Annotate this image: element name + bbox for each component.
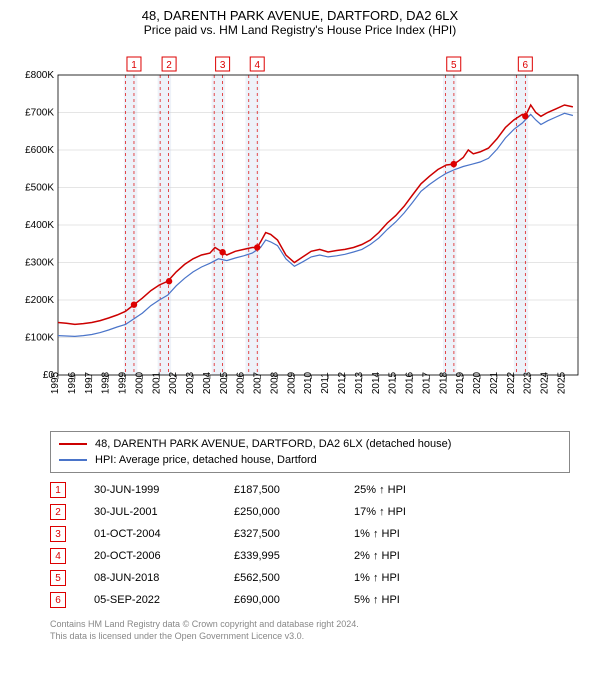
transaction-date: 30-JUL-2001 <box>94 506 234 518</box>
transaction-row: 2 30-JUL-2001£250,00017% ↑ HPI <box>50 501 588 523</box>
transaction-marker-number: 3 <box>50 526 66 542</box>
svg-text:5: 5 <box>451 60 457 71</box>
transactions-table: 1 30-JUN-1999£187,50025% ↑ HPI 2 30-JUL-200… <box>50 479 588 611</box>
svg-text:£300K: £300K <box>25 258 54 269</box>
transaction-row: 3 01-OCT-2004£327,5001% ↑ HPI <box>50 523 588 545</box>
page-title: 48, DARENTH PARK AVENUE, DARTFORD, DA2 6… <box>12 8 588 23</box>
transaction-pct: 1% ↑ HPI <box>354 528 454 540</box>
svg-text:£400K: £400K <box>25 220 54 231</box>
transaction-pct: 2% ↑ HPI <box>354 550 454 562</box>
transaction-row: 6 05-SEP-2022£690,0005% ↑ HPI <box>50 589 588 611</box>
svg-text:1: 1 <box>131 60 137 71</box>
page-subtitle: Price paid vs. HM Land Registry's House … <box>12 23 588 37</box>
footer-line2: This data is licensed under the Open Gov… <box>50 631 588 643</box>
transaction-pct: 25% ↑ HPI <box>354 484 454 496</box>
transaction-price: £690,000 <box>234 594 354 606</box>
svg-text:£800K: £800K <box>25 70 54 81</box>
transaction-price: £187,500 <box>234 484 354 496</box>
legend-item-property: 48, DARENTH PARK AVENUE, DARTFORD, DA2 6… <box>59 436 561 452</box>
transaction-row: 5 08-JUN-2018£562,5001% ↑ HPI <box>50 567 588 589</box>
transaction-price: £250,000 <box>234 506 354 518</box>
legend-swatch-property <box>59 443 87 445</box>
transaction-price: £562,500 <box>234 572 354 584</box>
transaction-marker-number: 6 <box>50 592 66 608</box>
svg-text:3: 3 <box>220 60 226 71</box>
transaction-marker-number: 5 <box>50 570 66 586</box>
svg-text:6: 6 <box>523 60 529 71</box>
transaction-marker-number: 1 <box>50 482 66 498</box>
transaction-marker-number: 4 <box>50 548 66 564</box>
legend-label-property: 48, DARENTH PARK AVENUE, DARTFORD, DA2 6… <box>95 438 451 450</box>
svg-text:2: 2 <box>166 60 172 71</box>
transaction-pct: 5% ↑ HPI <box>354 594 454 606</box>
svg-text:£200K: £200K <box>25 295 54 306</box>
line-chart: £0£100K£200K£300K£400K£500K£600K£700K£80… <box>12 45 588 425</box>
transaction-row: 1 30-JUN-1999£187,50025% ↑ HPI <box>50 479 588 501</box>
transaction-date: 30-JUN-1999 <box>94 484 234 496</box>
transaction-date: 01-OCT-2004 <box>94 528 234 540</box>
legend-item-hpi: HPI: Average price, detached house, Dart… <box>59 452 561 468</box>
transaction-pct: 17% ↑ HPI <box>354 506 454 518</box>
transaction-price: £327,500 <box>234 528 354 540</box>
legend-label-hpi: HPI: Average price, detached house, Dart… <box>95 454 317 466</box>
svg-text:£100K: £100K <box>25 333 54 344</box>
legend-swatch-hpi <box>59 459 87 461</box>
footer-attribution: Contains HM Land Registry data © Crown c… <box>50 619 588 642</box>
transaction-price: £339,995 <box>234 550 354 562</box>
svg-text:4: 4 <box>254 60 260 71</box>
transaction-date: 05-SEP-2022 <box>94 594 234 606</box>
svg-text:£700K: £700K <box>25 108 54 119</box>
transaction-date: 08-JUN-2018 <box>94 572 234 584</box>
transaction-date: 20-OCT-2006 <box>94 550 234 562</box>
chart-area: £0£100K£200K£300K£400K£500K£600K£700K£80… <box>12 45 588 425</box>
transaction-marker-number: 2 <box>50 504 66 520</box>
footer-line1: Contains HM Land Registry data © Crown c… <box>50 619 588 631</box>
transaction-row: 4 20-OCT-2006£339,9952% ↑ HPI <box>50 545 588 567</box>
legend: 48, DARENTH PARK AVENUE, DARTFORD, DA2 6… <box>50 431 570 473</box>
svg-text:£500K: £500K <box>25 183 54 194</box>
chart-container: 48, DARENTH PARK AVENUE, DARTFORD, DA2 6… <box>0 0 600 680</box>
svg-text:£600K: £600K <box>25 145 54 156</box>
transaction-pct: 1% ↑ HPI <box>354 572 454 584</box>
